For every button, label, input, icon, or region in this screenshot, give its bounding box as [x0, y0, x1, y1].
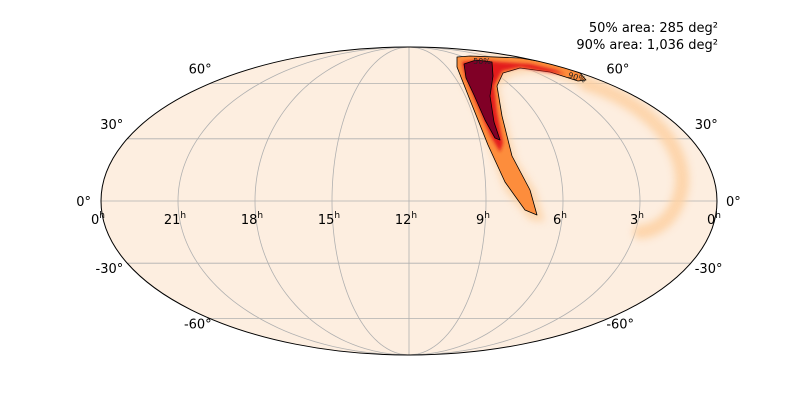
dec-tick-label-left: 0° [76, 195, 91, 210]
ra-tick-label: 0h [707, 211, 721, 228]
sky-outline [100, 46, 718, 356]
dec-tick-label-right: 60° [606, 63, 629, 78]
dec-tick-label-left: 60° [189, 63, 212, 78]
dec-tick-label-right: 30° [695, 118, 718, 133]
dec-tick-label-left: -60° [184, 317, 212, 332]
area-90-text: 90% area: 1,036 deg² [576, 38, 718, 53]
ra-tick-label: 0h [91, 211, 105, 228]
faint-tail [580, 77, 690, 239]
dec-tick-label-left: 30° [100, 118, 123, 133]
contour-label-50: 50% [473, 57, 491, 66]
area-50-text: 50% area: 285 deg² [588, 21, 718, 36]
dec-tick-label-right: -30° [695, 262, 723, 277]
probability-density [456, 55, 690, 239]
dec-tick-label-right: -60° [606, 317, 634, 332]
dec-tick-label-left: -30° [96, 262, 124, 277]
dec-tick-label-right: 0° [726, 195, 741, 210]
contour-50-region [463, 59, 501, 141]
